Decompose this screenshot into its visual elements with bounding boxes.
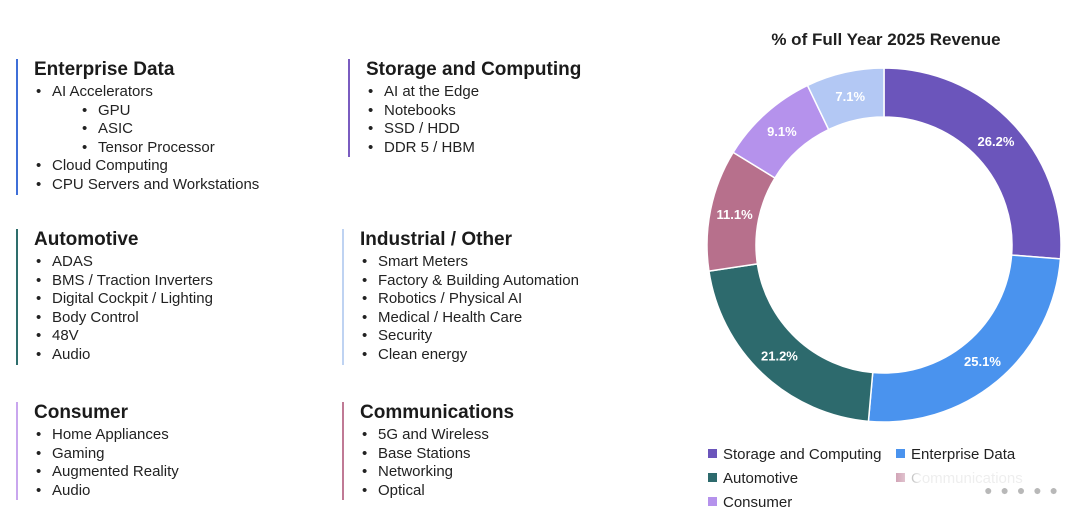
donut-slice (867, 254, 1062, 423)
segment-list-item: AI Accelerators (34, 83, 259, 102)
segment-list-item: Body Control (34, 309, 213, 328)
segment-list-item: Gaming (34, 445, 179, 464)
segment-list: Smart MetersFactory & Building Automatio… (360, 253, 579, 365)
legend-label: Consumer (723, 494, 793, 511)
chart-title: % of Full Year 2025 Revenue (771, 30, 1000, 49)
segment-list-item: Audio (34, 346, 213, 365)
legend-item: Enterprise Data (896, 446, 1015, 463)
segment-list-item: Networking (360, 463, 514, 482)
segment-enterprise-data: Enterprise Data AI AcceleratorsGPUASICTe… (16, 59, 259, 195)
legend-swatch (708, 449, 717, 458)
slice-value-label: 11.1% (717, 207, 754, 222)
legend-swatch (708, 497, 717, 506)
segment-list-item: Tensor Processor (34, 139, 259, 158)
legend-swatch (896, 449, 905, 458)
segment-list-item: 48V (34, 327, 213, 346)
legend-swatch (708, 473, 717, 482)
legend-item: Storage and Computing (708, 446, 881, 463)
segment-list: AI AcceleratorsGPUASICTensor ProcessorCl… (34, 83, 259, 195)
segment-list-item: Medical / Health Care (360, 309, 579, 328)
segment-list: Home AppliancesGamingAugmented RealityAu… (34, 426, 179, 500)
segment-industrial-other: Industrial / Other Smart MetersFactory &… (342, 229, 579, 365)
legend-item: Consumer (708, 494, 792, 511)
donut-slice (883, 67, 1062, 260)
segment-list-item: ADAS (34, 253, 213, 272)
revenue-donut-chart: % of Full Year 2025 Revenue 26.2% 25.1% 21… (706, 30, 1062, 423)
segment-list-item: SSD / HDD (366, 120, 581, 139)
segment-title: Enterprise Data (34, 59, 175, 80)
segment-list-item: Security (360, 327, 579, 346)
segment-list-item: AI at the Edge (366, 83, 581, 102)
segment-list-item: Factory & Building Automation (360, 272, 579, 291)
segment-list: 5G and WirelessBase StationsNetworkingOp… (360, 426, 514, 500)
slice-value-label: 26.2% (978, 134, 1015, 149)
segment-list-item: DDR 5 / HBM (366, 139, 581, 158)
segment-consumer: Consumer Home AppliancesGamingAugmented … (16, 402, 179, 501)
legend-item: Automotive (708, 470, 798, 487)
segment-list-item: Home Appliances (34, 426, 179, 445)
segment-list-item: Smart Meters (360, 253, 579, 272)
segment-title: Communications (360, 402, 515, 423)
legend-label: Automotive (723, 470, 799, 487)
legend-label: Storage and Computing (723, 446, 882, 463)
segment-communications: Communications 5G and WirelessBase Stati… (342, 402, 515, 501)
donut-slice (708, 263, 874, 423)
slice-value-label: 21.2% (761, 349, 798, 364)
slice-value-label: 9.1% (767, 124, 797, 139)
segment-list-item: Digital Cockpit / Lighting (34, 290, 213, 309)
segment-title: Automotive (34, 229, 139, 250)
segment-automotive: Automotive ADASBMS / Traction InvertersD… (16, 229, 213, 365)
donut-slice (806, 67, 885, 131)
segment-list: ADASBMS / Traction InvertersDigital Cock… (34, 253, 213, 365)
segment-storage-and-computing: Storage and Computing AI at the EdgeNote… (348, 59, 582, 158)
segment-title: Consumer (34, 402, 128, 423)
segment-list: AI at the EdgeNotebooksSSD / HDDDDR 5 / … (366, 83, 581, 157)
segment-list-item: Augmented Reality (34, 463, 179, 482)
watermark-dots: ● ● ● ● ● (984, 482, 1060, 498)
segment-list-item: Audio (34, 482, 179, 501)
segment-list-item: Base Stations (360, 445, 514, 464)
segment-list-item: Cloud Computing (34, 157, 259, 176)
segment-list-item: BMS / Traction Inverters (34, 272, 213, 291)
segment-list-item: Notebooks (366, 102, 581, 121)
segment-title: Industrial / Other (360, 229, 513, 250)
segment-list-item: Optical (360, 482, 514, 501)
segment-list-item: CPU Servers and Workstations (34, 176, 259, 195)
segment-list-item: 5G and Wireless (360, 426, 514, 445)
segment-title: Storage and Computing (366, 59, 582, 80)
watermark-overlay: ● ● ● ● ● (880, 462, 1080, 525)
segment-list-item: ASIC (34, 120, 259, 139)
slice-value-label: 25.1% (964, 354, 1001, 369)
segment-list-item: GPU (34, 102, 259, 121)
segment-list-item: Robotics / Physical AI (360, 290, 579, 309)
segment-list-item: Clean energy (360, 346, 579, 365)
legend-label: Enterprise Data (911, 446, 1016, 463)
slice-value-label: 7.1% (835, 89, 865, 104)
